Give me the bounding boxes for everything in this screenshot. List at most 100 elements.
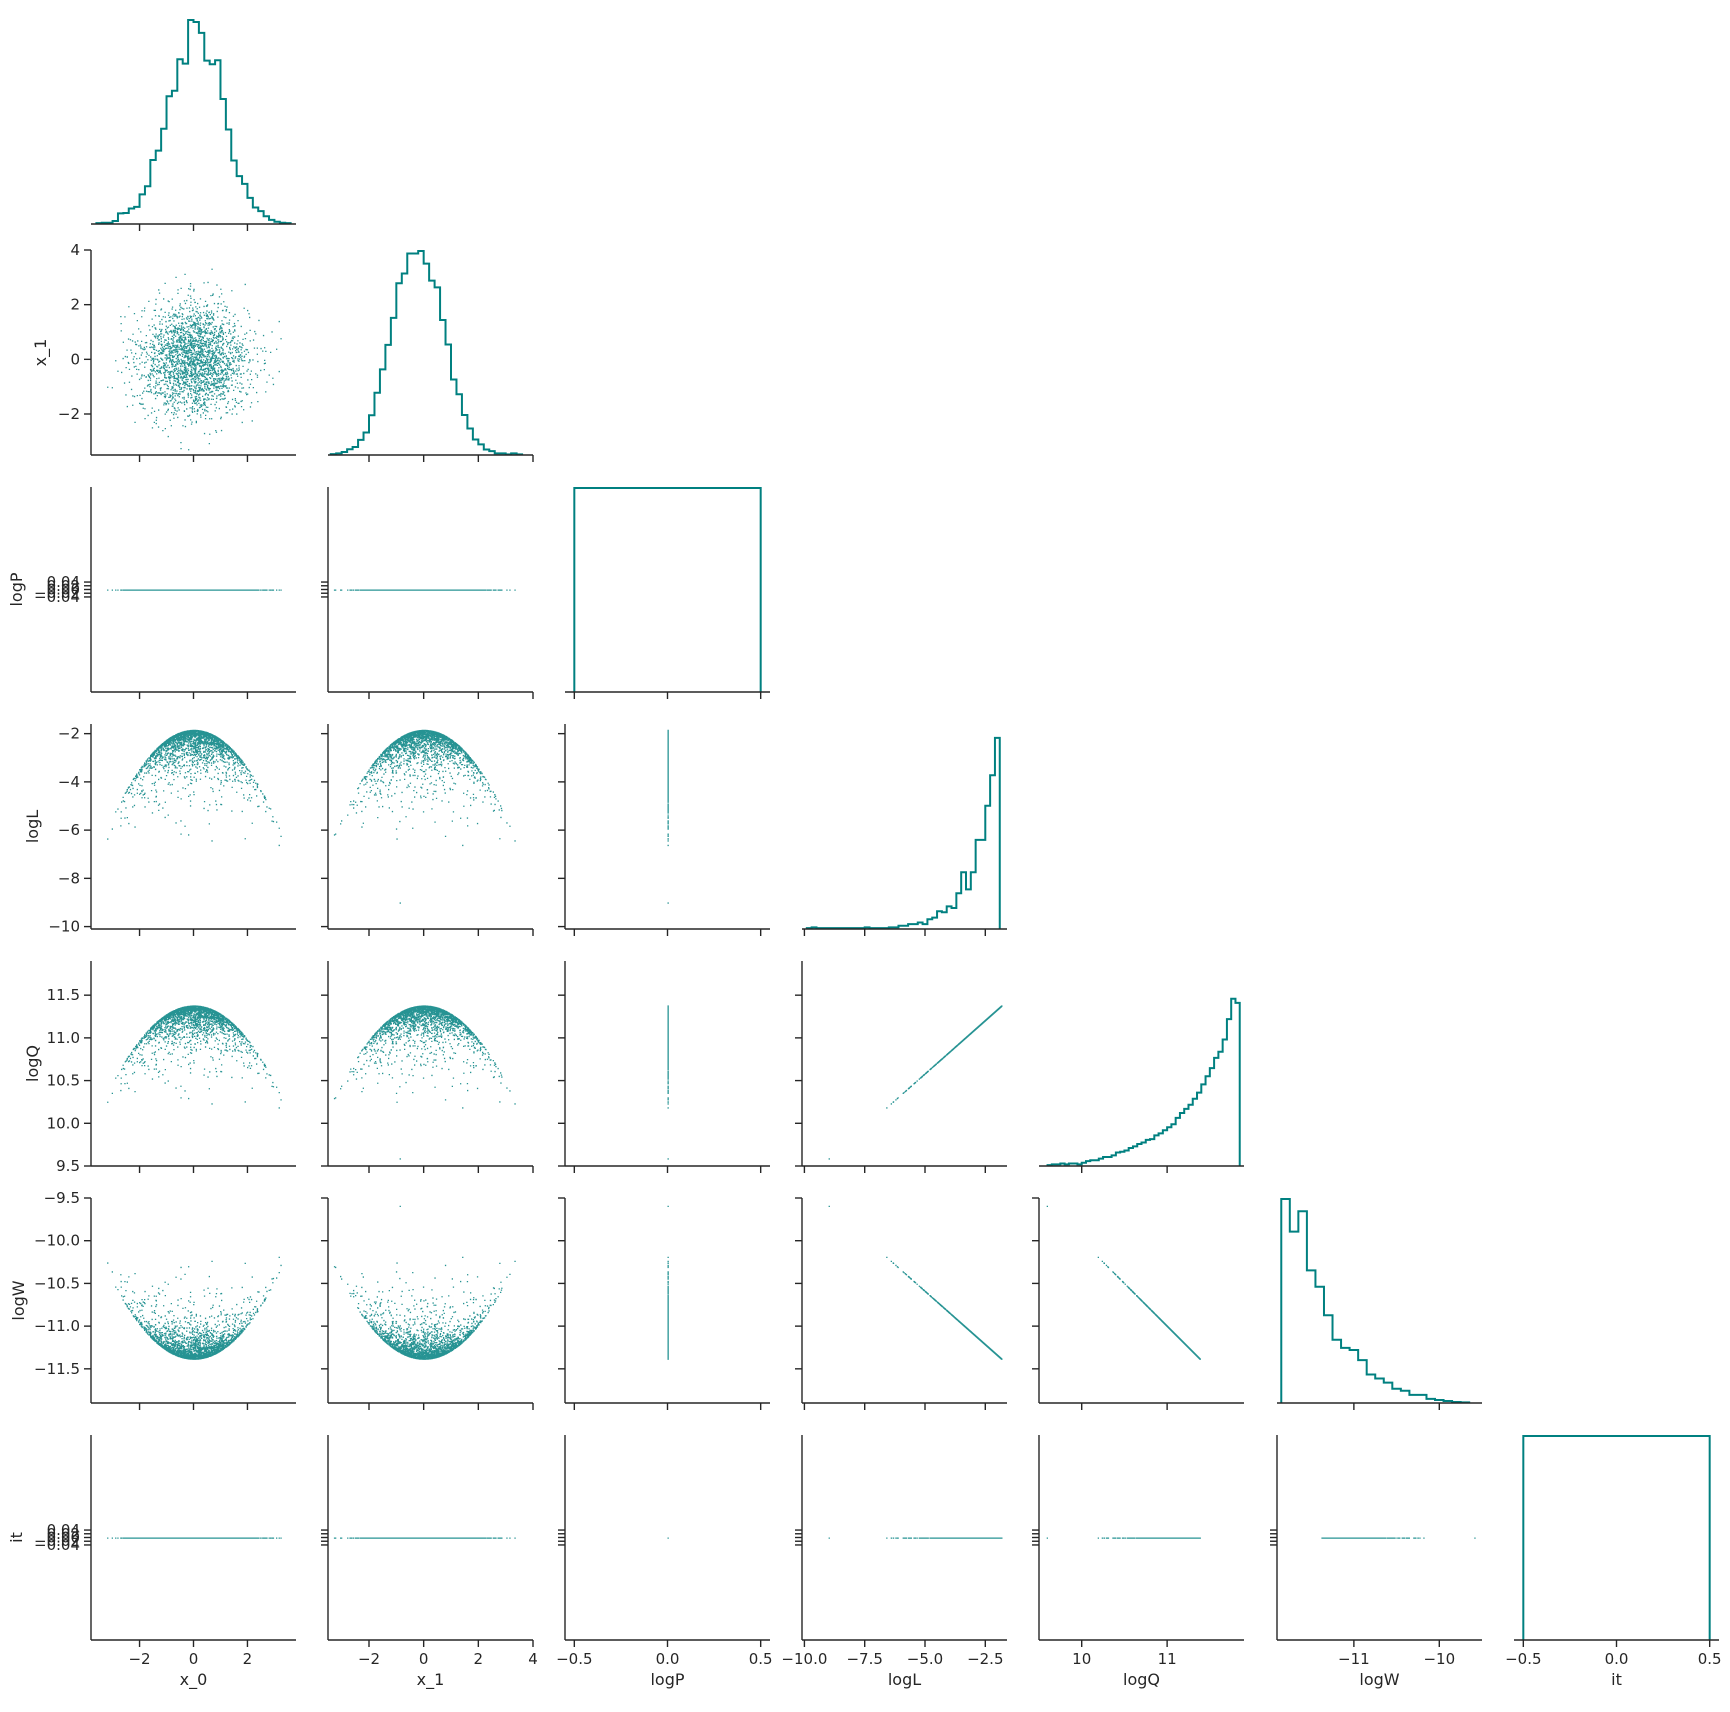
scatter-logW-vs-logP bbox=[667, 1205, 669, 1360]
panel-logQ-vs-x_0: 9.5 10.0 10.5 11.0 11.5 bbox=[47, 961, 296, 1175]
y-tick-label-logL: −2 bbox=[58, 725, 80, 743]
panel-it-vs-x_0: −2 0 2 −0.04−0.020.000.020.04 bbox=[34, 1435, 296, 1668]
panel-logQ-vs-x_1 bbox=[321, 961, 534, 1173]
x-axis-label-logP: logP bbox=[650, 1670, 684, 1689]
panel-logQ-vs-logL bbox=[795, 961, 1007, 1173]
panel-logW-vs-x_1 bbox=[321, 1197, 534, 1410]
y-axis-label-it: it bbox=[7, 1532, 26, 1543]
y-tick-label-logL: −6 bbox=[58, 821, 80, 839]
y-tick-label-logQ: 10.0 bbox=[47, 1114, 80, 1132]
y-tick-label-logP: 0.00 bbox=[47, 581, 80, 599]
x-tick-label-it: 0.0 bbox=[1605, 1650, 1629, 1668]
panel-logQ-vs-logQ bbox=[1039, 997, 1244, 1173]
x-axis-label-x_0: x_0 bbox=[180, 1670, 208, 1690]
y-axis-label-logP: logP bbox=[7, 572, 26, 606]
y-tick-label-logQ: 10.5 bbox=[47, 1072, 80, 1090]
y-tick-label-logP: −0.04 bbox=[34, 588, 80, 606]
histogram-logP bbox=[573, 487, 762, 692]
x-tick-label-logW: −10 bbox=[1423, 1650, 1455, 1668]
y-tick-label-logQ: 11.0 bbox=[47, 1029, 80, 1047]
scatter-logQ-vs-logL bbox=[828, 1005, 1003, 1160]
scatter-logP-vs-x_1 bbox=[333, 589, 516, 591]
panel-logW-vs-logW bbox=[1277, 1198, 1482, 1410]
x-tick-label-logL: −7.5 bbox=[846, 1650, 882, 1668]
y-tick-label-x_1: 4 bbox=[70, 241, 80, 259]
panel-it-vs-x_1: −2 0 2 4 bbox=[321, 1435, 538, 1668]
scatter-logQ-vs-x_1 bbox=[333, 1005, 516, 1160]
histogram-logL bbox=[805, 736, 1001, 930]
x-tick-label-x_0: 2 bbox=[243, 1650, 253, 1668]
y-tick-label-logW: −11.5 bbox=[34, 1360, 80, 1378]
histogram-logW bbox=[1280, 1198, 1471, 1404]
y-tick-label-it: 0.04 bbox=[47, 1521, 80, 1539]
scatter-it-vs-x_1 bbox=[333, 1537, 516, 1539]
panel-logP-vs-x_0: −0.04−0.020.000.020.04 bbox=[34, 487, 296, 699]
x-tick-label-x_1: 0 bbox=[419, 1650, 429, 1668]
x-tick-label-logL: −5.0 bbox=[907, 1650, 943, 1668]
y-tick-label-logQ: 11.5 bbox=[47, 986, 80, 1004]
axes-spines bbox=[327, 724, 533, 930]
y-axis-label-logL: logL bbox=[23, 810, 42, 843]
scatter-it-vs-logW bbox=[1321, 1537, 1476, 1539]
y-axis-label-logQ: logQ bbox=[23, 1045, 42, 1082]
y-axis-label-x_1: x_1 bbox=[31, 339, 51, 367]
panel-it-vs-logW: −11 −10 bbox=[1270, 1435, 1482, 1668]
scatter-logQ-vs-x_0 bbox=[107, 1005, 282, 1109]
panel-logW-vs-x_0: −11.5 −11.0 −10.5 −10.0 −9.5 bbox=[34, 1189, 296, 1410]
x-tick-label-logQ: 10 bbox=[1072, 1650, 1091, 1668]
y-tick-label-it: −0.02 bbox=[34, 1532, 80, 1550]
x-tick-label-logP: −0.5 bbox=[556, 1650, 592, 1668]
y-tick-label-logL: −8 bbox=[58, 869, 80, 887]
x-tick-label-logW: −11 bbox=[1338, 1650, 1370, 1668]
y-tick-label-logQ: 9.5 bbox=[56, 1157, 80, 1175]
x-axis-label-x_1: x_1 bbox=[417, 1670, 445, 1690]
y-tick-label-logL: −10 bbox=[48, 918, 80, 936]
y-tick-label-logW: −9.5 bbox=[44, 1189, 80, 1207]
scatter-logW-vs-logQ bbox=[1046, 1205, 1201, 1360]
y-tick-label-logP: −0.02 bbox=[34, 584, 80, 602]
y-tick-label-logW: −10.5 bbox=[34, 1274, 80, 1292]
panel-logQ-vs-logP bbox=[558, 961, 770, 1173]
axes-spines bbox=[327, 1198, 533, 1404]
x-tick-label-x_0: 0 bbox=[189, 1650, 199, 1668]
histogram-it bbox=[1522, 1435, 1711, 1640]
scatter-it-vs-logQ bbox=[1046, 1537, 1201, 1539]
histogram-x_0 bbox=[95, 19, 292, 225]
x-tick-label-x_0: −2 bbox=[128, 1650, 150, 1668]
y-tick-label-logW: −11.0 bbox=[34, 1317, 80, 1335]
axes-spines bbox=[801, 1198, 1007, 1404]
x-tick-label-it: 0.5 bbox=[1698, 1650, 1722, 1668]
scatter-it-vs-logL bbox=[828, 1537, 1003, 1539]
scatter-logP-vs-x_0 bbox=[107, 589, 282, 591]
scatter-logW-vs-x_1 bbox=[333, 1205, 516, 1360]
panel-logL-vs-x_0: −10 −8 −6 −4 −2 bbox=[48, 724, 296, 936]
y-tick-label-x_1: −2 bbox=[58, 405, 80, 423]
panel-logL-vs-logP bbox=[558, 724, 770, 936]
y-tick-label-logP: 0.02 bbox=[47, 577, 80, 595]
y-axis-label-logW: logW bbox=[9, 1280, 28, 1320]
scatter-it-vs-logP bbox=[667, 1537, 669, 1539]
panel-x_0-vs-x_0 bbox=[91, 19, 296, 231]
panel-logL-vs-logL bbox=[802, 736, 1007, 936]
panel-logL-vs-x_1 bbox=[321, 724, 534, 936]
x-tick-label-x_1: −2 bbox=[358, 1650, 380, 1668]
scatter-logW-vs-x_0 bbox=[107, 1256, 282, 1360]
axes-spines bbox=[327, 961, 533, 1167]
scatter-logL-vs-x_0 bbox=[107, 729, 282, 847]
histogram-x_1 bbox=[329, 250, 524, 456]
histogram-logQ bbox=[1046, 997, 1241, 1167]
panel-x_1-vs-x_0: −2 0 2 4 bbox=[58, 241, 296, 462]
y-tick-label-it: 0.02 bbox=[47, 1525, 80, 1543]
x-tick-label-logP: 0.5 bbox=[749, 1650, 773, 1668]
panel-logP-vs-x_1 bbox=[321, 487, 534, 699]
y-tick-label-it: 0.00 bbox=[47, 1529, 80, 1547]
x-tick-label-it: −0.5 bbox=[1505, 1650, 1541, 1668]
x-tick-label-x_1: 4 bbox=[528, 1650, 538, 1668]
x-axis-label-logW: logW bbox=[1359, 1670, 1399, 1689]
scatter-logQ-vs-logP bbox=[667, 1005, 669, 1160]
y-tick-label-x_1: 2 bbox=[70, 296, 80, 314]
scatter-logL-vs-logP bbox=[667, 729, 669, 904]
x-tick-label-x_1: 2 bbox=[474, 1650, 484, 1668]
x-axis-label-logQ: logQ bbox=[1123, 1670, 1160, 1689]
